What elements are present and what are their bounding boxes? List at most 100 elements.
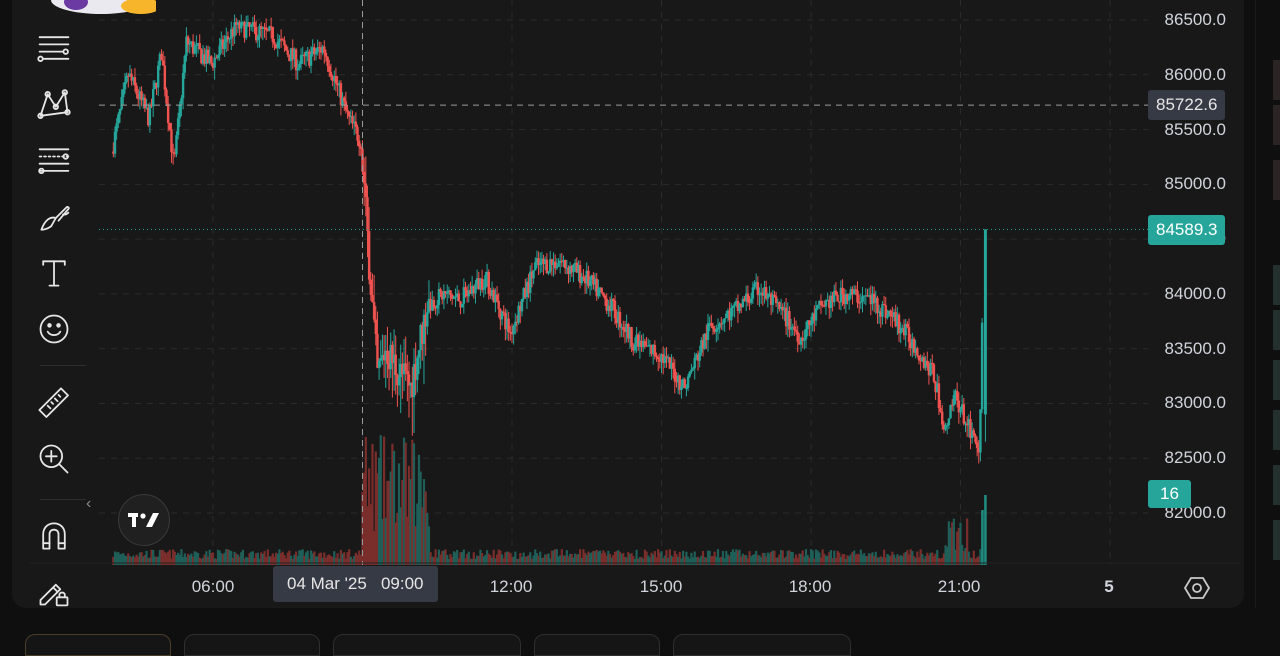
lines-tool-icon[interactable]: [36, 30, 72, 66]
candle-body: [902, 327, 906, 336]
candle-body: [936, 383, 939, 393]
candle-body: [678, 375, 681, 390]
volume-bar: [550, 550, 553, 565]
volume-bar: [150, 549, 153, 565]
candle-body: [432, 299, 436, 308]
candle-body: [583, 277, 587, 284]
volume-bar: [527, 555, 530, 565]
volume-bar: [886, 554, 889, 565]
candle-body: [334, 76, 338, 84]
candle-body: [359, 146, 363, 149]
text-tool-icon[interactable]: [36, 255, 72, 291]
volume-bar: [339, 550, 343, 565]
zoom-in-icon[interactable]: [36, 441, 72, 477]
volume-bar: [231, 557, 235, 565]
volume-bar: [971, 558, 974, 565]
candle-body: [658, 359, 662, 362]
volume-bar: [751, 555, 754, 565]
volume-bar: [897, 555, 901, 565]
candle-body: [630, 327, 633, 347]
volume-bar: [904, 551, 907, 565]
volume-bar: [311, 553, 314, 565]
volume-bar: [402, 437, 406, 565]
volume-bar: [889, 555, 892, 565]
bottom-tab-1[interactable]: [25, 634, 171, 656]
emoji-tool-icon[interactable]: [36, 311, 72, 347]
volume-bar: [549, 558, 552, 565]
candle-body: [896, 314, 899, 327]
candle-body: [914, 348, 917, 353]
volume-bar: [205, 551, 208, 565]
time-label-2100: 21:00: [937, 577, 981, 596]
candle-body: [296, 67, 299, 71]
volume-bar: [283, 555, 286, 565]
candle-body: [917, 355, 921, 361]
volume-bar: [718, 557, 721, 565]
volume-bar: [407, 465, 411, 565]
volume-bar: [876, 557, 879, 565]
tradingview-logo[interactable]: [118, 494, 170, 546]
candle-body: [705, 333, 708, 341]
candle-body: [857, 302, 861, 304]
lock-drawings-icon[interactable]: [36, 573, 72, 609]
candle-body: [495, 294, 499, 301]
bottom-tab-4[interactable]: [534, 634, 660, 656]
bottom-tab-3[interactable]: [333, 634, 521, 656]
volume-bar: [947, 521, 950, 565]
volume-bar: [818, 552, 821, 565]
candle-body: [651, 344, 655, 354]
volume-bar: [645, 551, 648, 565]
candle-body: [226, 36, 230, 40]
candle-body: [118, 109, 122, 115]
candle-body: [286, 50, 289, 55]
candle-body: [148, 104, 152, 126]
candle-body: [783, 307, 786, 311]
bottom-tab-5[interactable]: [673, 634, 851, 656]
candle-body: [592, 275, 595, 285]
candle-body: [813, 313, 816, 321]
volume-bar: [650, 552, 653, 565]
volume-bar: [461, 552, 464, 565]
settings-gear-icon[interactable]: [1183, 575, 1211, 606]
volume-bar: [384, 517, 387, 565]
volume-bar: [902, 553, 906, 565]
ruler-icon[interactable]: [36, 385, 72, 421]
volume-bar: [600, 553, 603, 565]
candle-body: [452, 296, 456, 299]
candle-body: [419, 325, 422, 351]
candle-body: [208, 56, 211, 63]
candle-body: [794, 329, 798, 332]
volume-bar: [662, 557, 665, 565]
fib-tool-icon[interactable]: [36, 143, 72, 179]
volume-bar: [394, 522, 397, 565]
candle-body: [728, 310, 731, 321]
magnet-icon[interactable]: [36, 518, 72, 554]
volume-bar: [967, 551, 970, 565]
candle-body: [485, 271, 489, 276]
pattern-tool-icon[interactable]: [36, 87, 72, 123]
volume-bar: [399, 507, 402, 565]
volume-bar: [640, 556, 643, 565]
volume-bar: [182, 557, 185, 565]
candle-body: [437, 288, 441, 306]
candle-body: [165, 89, 168, 104]
candle-body: [223, 42, 226, 49]
candle-body: [161, 60, 165, 66]
brush-tool-icon[interactable]: [36, 200, 72, 236]
volume-bar: [728, 556, 731, 565]
bottom-tab-2[interactable]: [184, 634, 320, 656]
volume-bar: [784, 556, 788, 565]
volume-bar: [866, 555, 869, 565]
candle-body: [417, 350, 421, 358]
volume-bar: [733, 552, 736, 565]
volume-bar: [210, 552, 213, 565]
candle-body: [819, 301, 823, 305]
volume-bar: [931, 552, 934, 565]
candle-body: [909, 342, 912, 349]
volume-bar: [936, 549, 939, 565]
candle-body: [791, 326, 794, 328]
volume-bar: [170, 558, 173, 565]
collapse-arrow-icon[interactable]: ‹: [86, 495, 92, 512]
volume-bar: [504, 552, 507, 565]
